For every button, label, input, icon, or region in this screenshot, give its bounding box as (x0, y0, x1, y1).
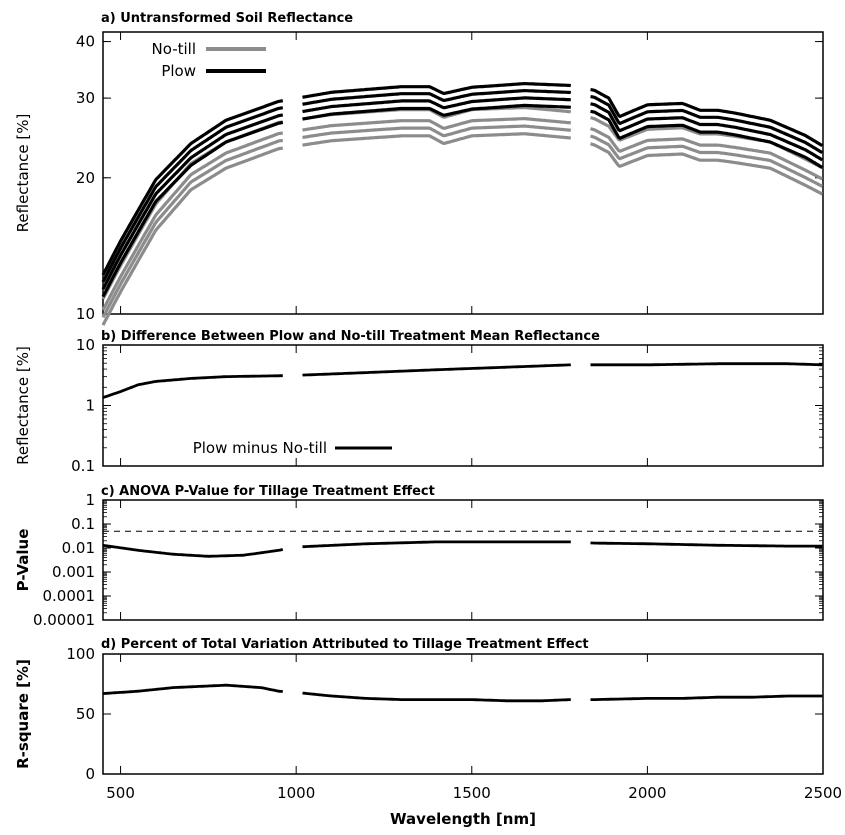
y-axis-label: Reflectance [%] (14, 346, 32, 465)
series-line-no-till (101, 132, 824, 326)
x-tick-label: 500 (106, 784, 135, 802)
y-tick-label: 0.1 (71, 457, 95, 475)
y-axis-label: P-Value (14, 529, 32, 592)
y-tick-label: 50 (76, 705, 95, 723)
panel-title: d) Percent of Total Variation Attributed… (101, 637, 589, 652)
y-tick-label: 0.001 (52, 563, 95, 581)
panel-title: c) ANOVA P-Value for Tillage Treatment E… (101, 484, 435, 499)
legend-label: Plow (161, 62, 196, 80)
series-line-plow (101, 82, 824, 276)
plot-frame (102, 653, 824, 775)
y-tick-label: 40 (76, 33, 95, 51)
series-line-no-till (101, 117, 824, 311)
panel-title: b) Difference Between Plow and No-till T… (101, 329, 600, 344)
plot-frame (102, 499, 824, 621)
panel-b-reflectance-difference: b) Difference Between Plow and No-till T… (14, 329, 824, 475)
series-line-plow (101, 96, 824, 290)
series-line-p-value (102, 540, 823, 558)
y-axis-label: R-square [%] (14, 659, 32, 769)
legend-label: No-till (152, 40, 196, 58)
y-tick-label: 30 (76, 89, 95, 107)
legend-label: Plow minus No-till (193, 439, 327, 457)
series-line-no-till (101, 124, 824, 319)
panel-c-anova-p-value: c) ANOVA P-Value for Tillage Treatment E… (14, 484, 824, 629)
y-axis-label: Reflectance [%] (14, 114, 32, 233)
y-tick-label: 1 (85, 491, 95, 509)
x-tick-label: 1000 (277, 784, 315, 802)
y-tick-label: 10 (76, 336, 95, 354)
y-tick-label: 0.0001 (43, 587, 96, 605)
x-tick-label: 2500 (804, 784, 842, 802)
plot-frame (102, 31, 824, 315)
panel-title: a) Untransformed Soil Reflectance (101, 11, 353, 26)
panel-d-r-square: d) Percent of Total Variation Attributed… (14, 637, 842, 828)
x-tick-label: 1500 (453, 784, 491, 802)
y-tick-label: 1 (85, 397, 95, 415)
series-line-plow-minus-no-till (102, 362, 823, 399)
panel-a-untransformed-reflectance: a) Untransformed Soil Reflectance Reflect… (14, 11, 824, 326)
y-tick-label: 0.01 (62, 539, 95, 557)
y-tick-label: 0 (85, 765, 95, 783)
y-tick-label: 20 (76, 169, 95, 187)
series-line-plow (101, 89, 824, 283)
series-line-r-square (102, 683, 823, 703)
y-tick-label: 100 (66, 645, 95, 663)
y-tick-label: 0.1 (71, 515, 95, 533)
x-tick-label: 2000 (628, 784, 666, 802)
series-line-plow (101, 103, 824, 298)
y-tick-label: 10 (76, 305, 95, 323)
y-tick-label: 0.00001 (33, 611, 95, 629)
x-axis-label: Wavelength [nm] (390, 810, 536, 828)
